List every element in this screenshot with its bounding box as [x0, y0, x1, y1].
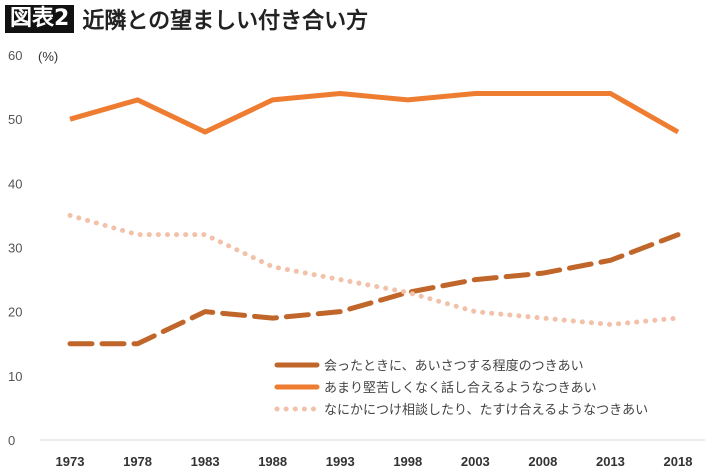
x-tick-label: 2003 [461, 454, 490, 469]
x-tick-label: 1978 [123, 454, 152, 469]
series-line [67, 212, 681, 327]
x-tick-label: 1998 [393, 454, 422, 469]
y-tick-label: 50 [8, 112, 22, 127]
y-tick-label: 20 [8, 305, 22, 320]
x-tick-label: 1988 [258, 454, 287, 469]
legend-label: なにかにつけ相談したり、たすけ合えるようなつきあい [324, 402, 648, 417]
y-tick-label: 40 [8, 176, 22, 191]
x-tick-label: 2013 [596, 454, 625, 469]
x-tick-label: 1973 [56, 454, 85, 469]
y-tick-label: 60 [8, 48, 22, 63]
x-tick-label: 2008 [528, 454, 557, 469]
legend-label: あまり堅苦しくなく話し合えるようなつきあい [324, 380, 597, 395]
y-axis-label: (%) [38, 49, 58, 64]
chart-title: 図表2 近隣との望ましい付き合い方 [5, 4, 368, 34]
legend-label: 会ったときに、あいさつする程度のつきあい [324, 358, 584, 373]
x-tick-label: 2018 [664, 454, 693, 469]
y-tick-label: 0 [8, 433, 15, 448]
y-tick-label: 10 [8, 369, 22, 384]
title-text: 近隣との望ましい付き合い方 [82, 9, 369, 34]
x-tick-label: 1993 [326, 454, 355, 469]
series-line [67, 232, 681, 347]
figure-badge: 図表2 [5, 5, 75, 33]
series-line [69, 91, 680, 135]
x-tick-label: 1983 [191, 454, 220, 469]
y-tick-label: 30 [8, 241, 22, 256]
